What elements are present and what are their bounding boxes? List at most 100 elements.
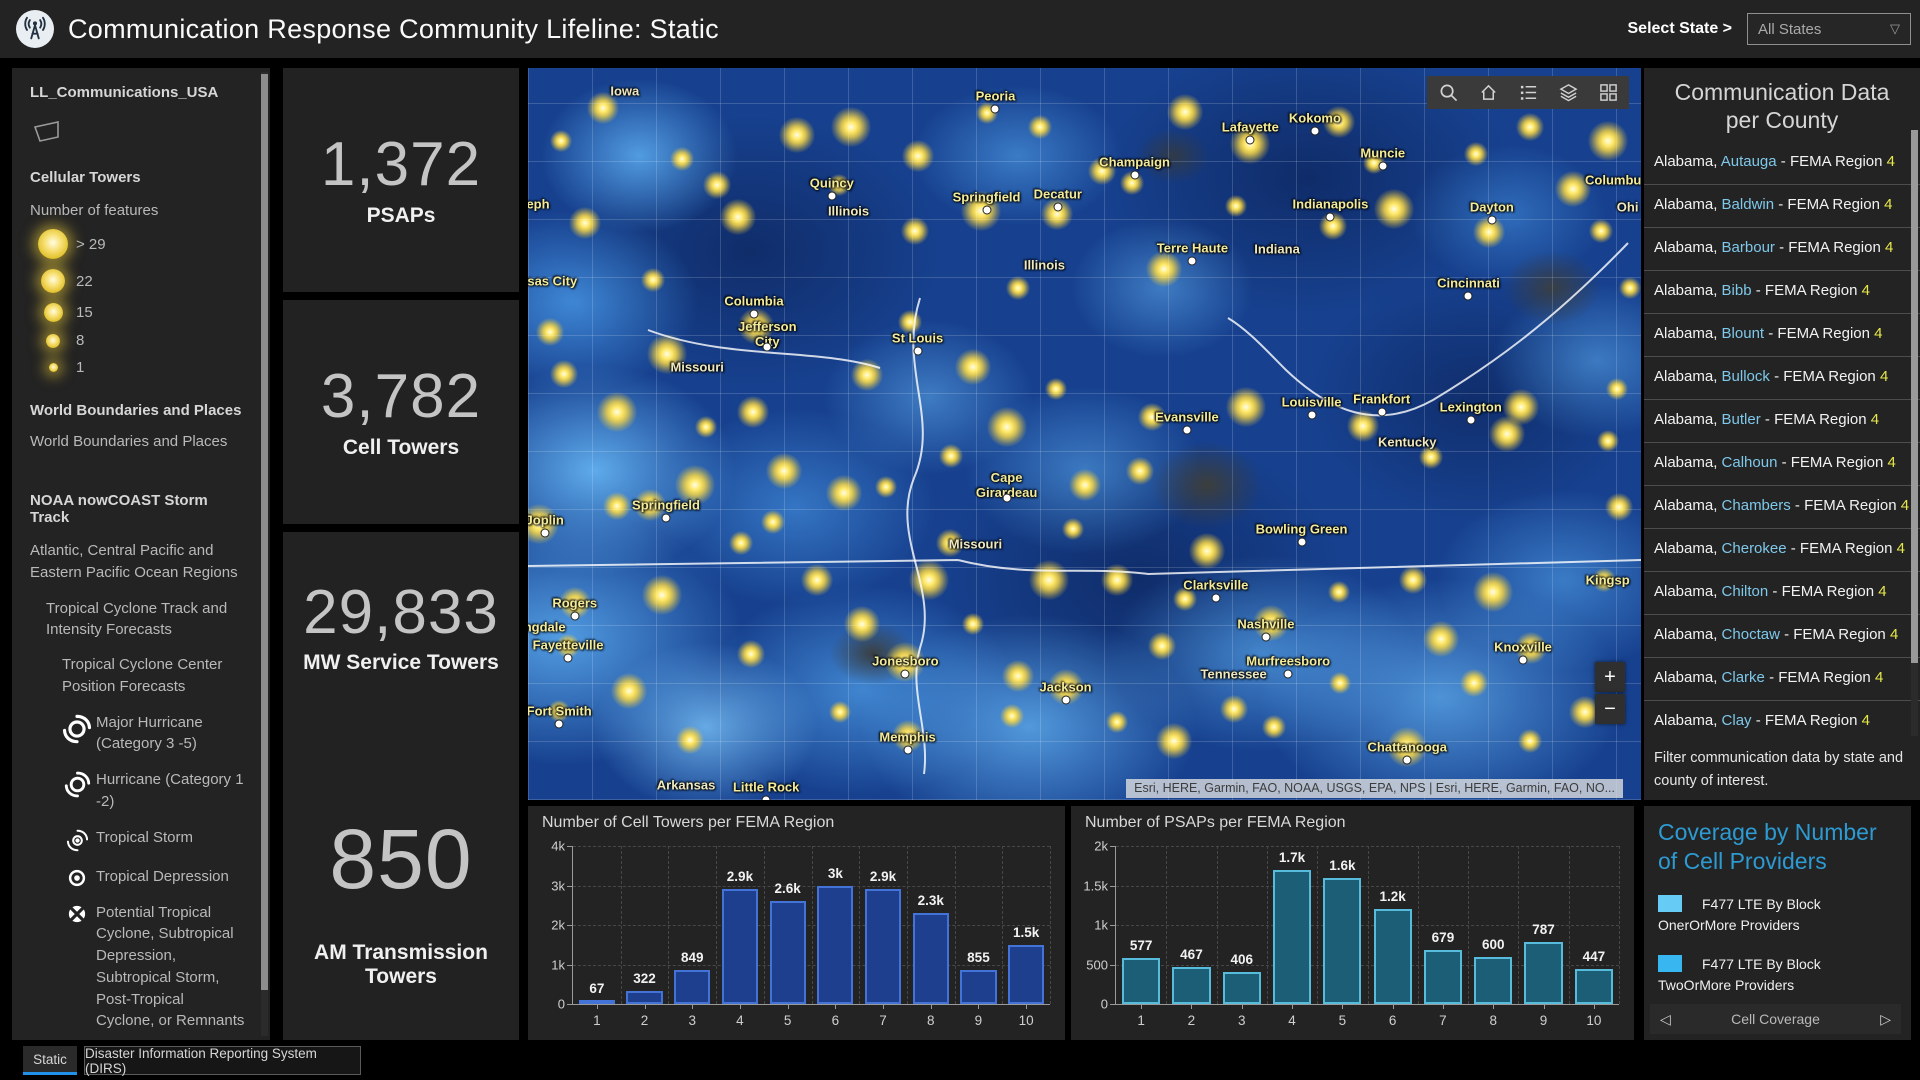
coverage-swatch-icon — [1658, 894, 1682, 912]
county-row[interactable]: Alabama, Baldwin - FEMA Region 4 — [1644, 185, 1920, 229]
bar[interactable] — [1172, 967, 1211, 1004]
psaps-chart: Number of PSAPs per FEMA Region 0 500 1k 1.… — [1071, 806, 1634, 1040]
bar[interactable] — [1574, 968, 1613, 1004]
bar[interactable] — [864, 889, 902, 1004]
search-icon[interactable] — [1433, 78, 1463, 108]
city-label: Evansville — [1155, 409, 1219, 425]
major-hurricane-icon — [58, 712, 96, 756]
bar[interactable] — [960, 970, 997, 1004]
county-row[interactable]: Alabama, Chilton - FEMA Region 4 — [1644, 572, 1920, 616]
x-tick-mark — [1442, 1004, 1444, 1009]
tower-size-legend-row: 15 — [30, 303, 246, 322]
x-tick-label: 6 — [831, 1013, 840, 1028]
basemap-icon[interactable] — [1593, 78, 1623, 108]
bar-value-label: 2.9k — [726, 869, 754, 885]
county-row[interactable]: Alabama, Bullock - FEMA Region 4 — [1644, 357, 1920, 401]
county-row[interactable]: Alabama, Cherokee - FEMA Region 4 — [1644, 529, 1920, 573]
city-dot-icon — [661, 513, 671, 523]
city-label: Jonesboro — [872, 653, 939, 669]
bar[interactable] — [1423, 950, 1463, 1004]
bar[interactable] — [1474, 956, 1513, 1004]
sidebar-scrollbar[interactable] — [261, 72, 268, 1036]
county-row[interactable]: Alabama, Butler - FEMA Region 4 — [1644, 400, 1920, 444]
city-label: Kokomo — [1288, 110, 1341, 126]
tab-dirs[interactable]: Disaster Information Reporting System (D… — [84, 1046, 361, 1076]
y-tick-mark — [1110, 964, 1116, 966]
state-label: Iowa — [610, 83, 640, 99]
county-name: Bibb — [1721, 282, 1752, 300]
county-row[interactable]: Alabama, Choctaw - FEMA Region 4 — [1644, 615, 1920, 659]
city-dot-icon — [1378, 161, 1388, 171]
city-label: Nashville — [1237, 616, 1295, 632]
bar[interactable] — [1008, 944, 1045, 1004]
zoom-out-button[interactable]: − — [1595, 694, 1625, 724]
bar[interactable] — [1373, 909, 1412, 1004]
county-row[interactable]: Alabama, Calhoun - FEMA Region 4 — [1644, 443, 1920, 487]
select-state-label: Select State > — [1627, 20, 1733, 37]
cellular-towers-title: Cellular Towers — [30, 169, 141, 186]
x-tick-label: 4 — [736, 1013, 744, 1028]
y-tick-mark — [1110, 1004, 1116, 1005]
bar[interactable] — [674, 970, 711, 1004]
county-row[interactable]: Alabama, Barbour - FEMA Region 4 — [1644, 228, 1920, 272]
bar[interactable] — [1524, 941, 1563, 1004]
county-list-scrollbar[interactable] — [1911, 130, 1918, 736]
bar[interactable] — [912, 913, 949, 1004]
x-tick-label: 1 — [593, 1013, 601, 1028]
y-tick-mark — [567, 1004, 573, 1005]
polygon-layer-icon — [32, 119, 246, 145]
cell-towers-chart-title: Number of Cell Towers per FEMA Region — [542, 814, 835, 831]
city-label: Kingsp — [1585, 572, 1630, 588]
carousel-next-icon[interactable]: ▷ — [1880, 1010, 1891, 1027]
x-tick-label: 1 — [1137, 1013, 1145, 1028]
state-dropdown[interactable]: All States ▽ — [1747, 13, 1911, 45]
city-label: Dayton — [1469, 199, 1514, 215]
bar[interactable] — [1272, 869, 1312, 1004]
county-name: Calhoun — [1721, 454, 1778, 472]
x-tick-mark — [1191, 1004, 1193, 1009]
county-row[interactable]: Alabama, Bibb - FEMA Region 4 — [1644, 271, 1920, 315]
county-row[interactable]: Alabama, Autauga - FEMA Region 4 — [1644, 142, 1920, 186]
bar[interactable] — [817, 885, 854, 1004]
bar[interactable] — [1122, 958, 1161, 1004]
county-name: Clarke — [1721, 669, 1765, 687]
legend-group-title: LL_Communications_USA — [30, 84, 219, 101]
city-dot-icon — [827, 191, 837, 201]
x-tick-label: 4 — [1288, 1013, 1296, 1028]
bar[interactable] — [1222, 971, 1261, 1004]
x-tick-label: 2 — [1187, 1013, 1196, 1028]
county-row[interactable]: Alabama, Clarke - FEMA Region 4 — [1644, 658, 1920, 702]
state-label: Kentucky — [1378, 434, 1437, 450]
bar[interactable] — [721, 889, 759, 1004]
noaa-sublabel: Atlantic, Central Pacific and Eastern Pa… — [30, 542, 238, 581]
home-icon[interactable] — [1473, 78, 1503, 108]
city-label: Rogers — [552, 595, 598, 611]
city-label: Louisville — [1281, 394, 1342, 410]
tower-size-legend: > 29 22 15 8 1 — [30, 229, 246, 376]
x-tick-mark — [787, 1004, 789, 1009]
county-row[interactable]: Alabama, Chambers - FEMA Region 4 — [1644, 486, 1920, 530]
county-row[interactable]: Alabama, Blount - FEMA Region 4 — [1644, 314, 1920, 358]
bar[interactable] — [578, 1000, 615, 1004]
radio-tower-logo-icon — [16, 10, 54, 48]
x-tick-label: 3 — [688, 1013, 697, 1028]
city-label: Springfield — [632, 497, 700, 513]
bar[interactable] — [1323, 877, 1362, 1004]
fema-region-number: 4 — [1889, 626, 1899, 644]
coverage-map[interactable]: Iowa Peoria Lafayette Kokomo Muncie Champaign… — [528, 68, 1641, 800]
city-dot-icon — [1297, 537, 1307, 547]
tab-static[interactable]: Static — [23, 1046, 77, 1075]
coverage-panel-title: Coverage by Number of Cell Providers — [1658, 819, 1877, 874]
bar[interactable] — [769, 901, 806, 1004]
bar[interactable] — [626, 991, 663, 1004]
x-tick-mark — [1026, 1004, 1028, 1009]
county-row[interactable]: Alabama, Clay - FEMA Region 4 — [1644, 701, 1920, 742]
layers-icon[interactable] — [1553, 78, 1583, 108]
y-tick-mark — [567, 885, 573, 887]
coverage-legend-list: F477 LTE By Block OnerOrMore Providers F4… — [1658, 894, 1897, 996]
state-label: Illinois — [1023, 257, 1066, 273]
carousel-prev-icon[interactable]: ◁ — [1660, 1010, 1671, 1027]
zoom-in-button[interactable]: + — [1595, 662, 1625, 692]
legend-icon[interactable] — [1513, 78, 1543, 108]
bar-value-label: 406 — [1230, 951, 1254, 967]
